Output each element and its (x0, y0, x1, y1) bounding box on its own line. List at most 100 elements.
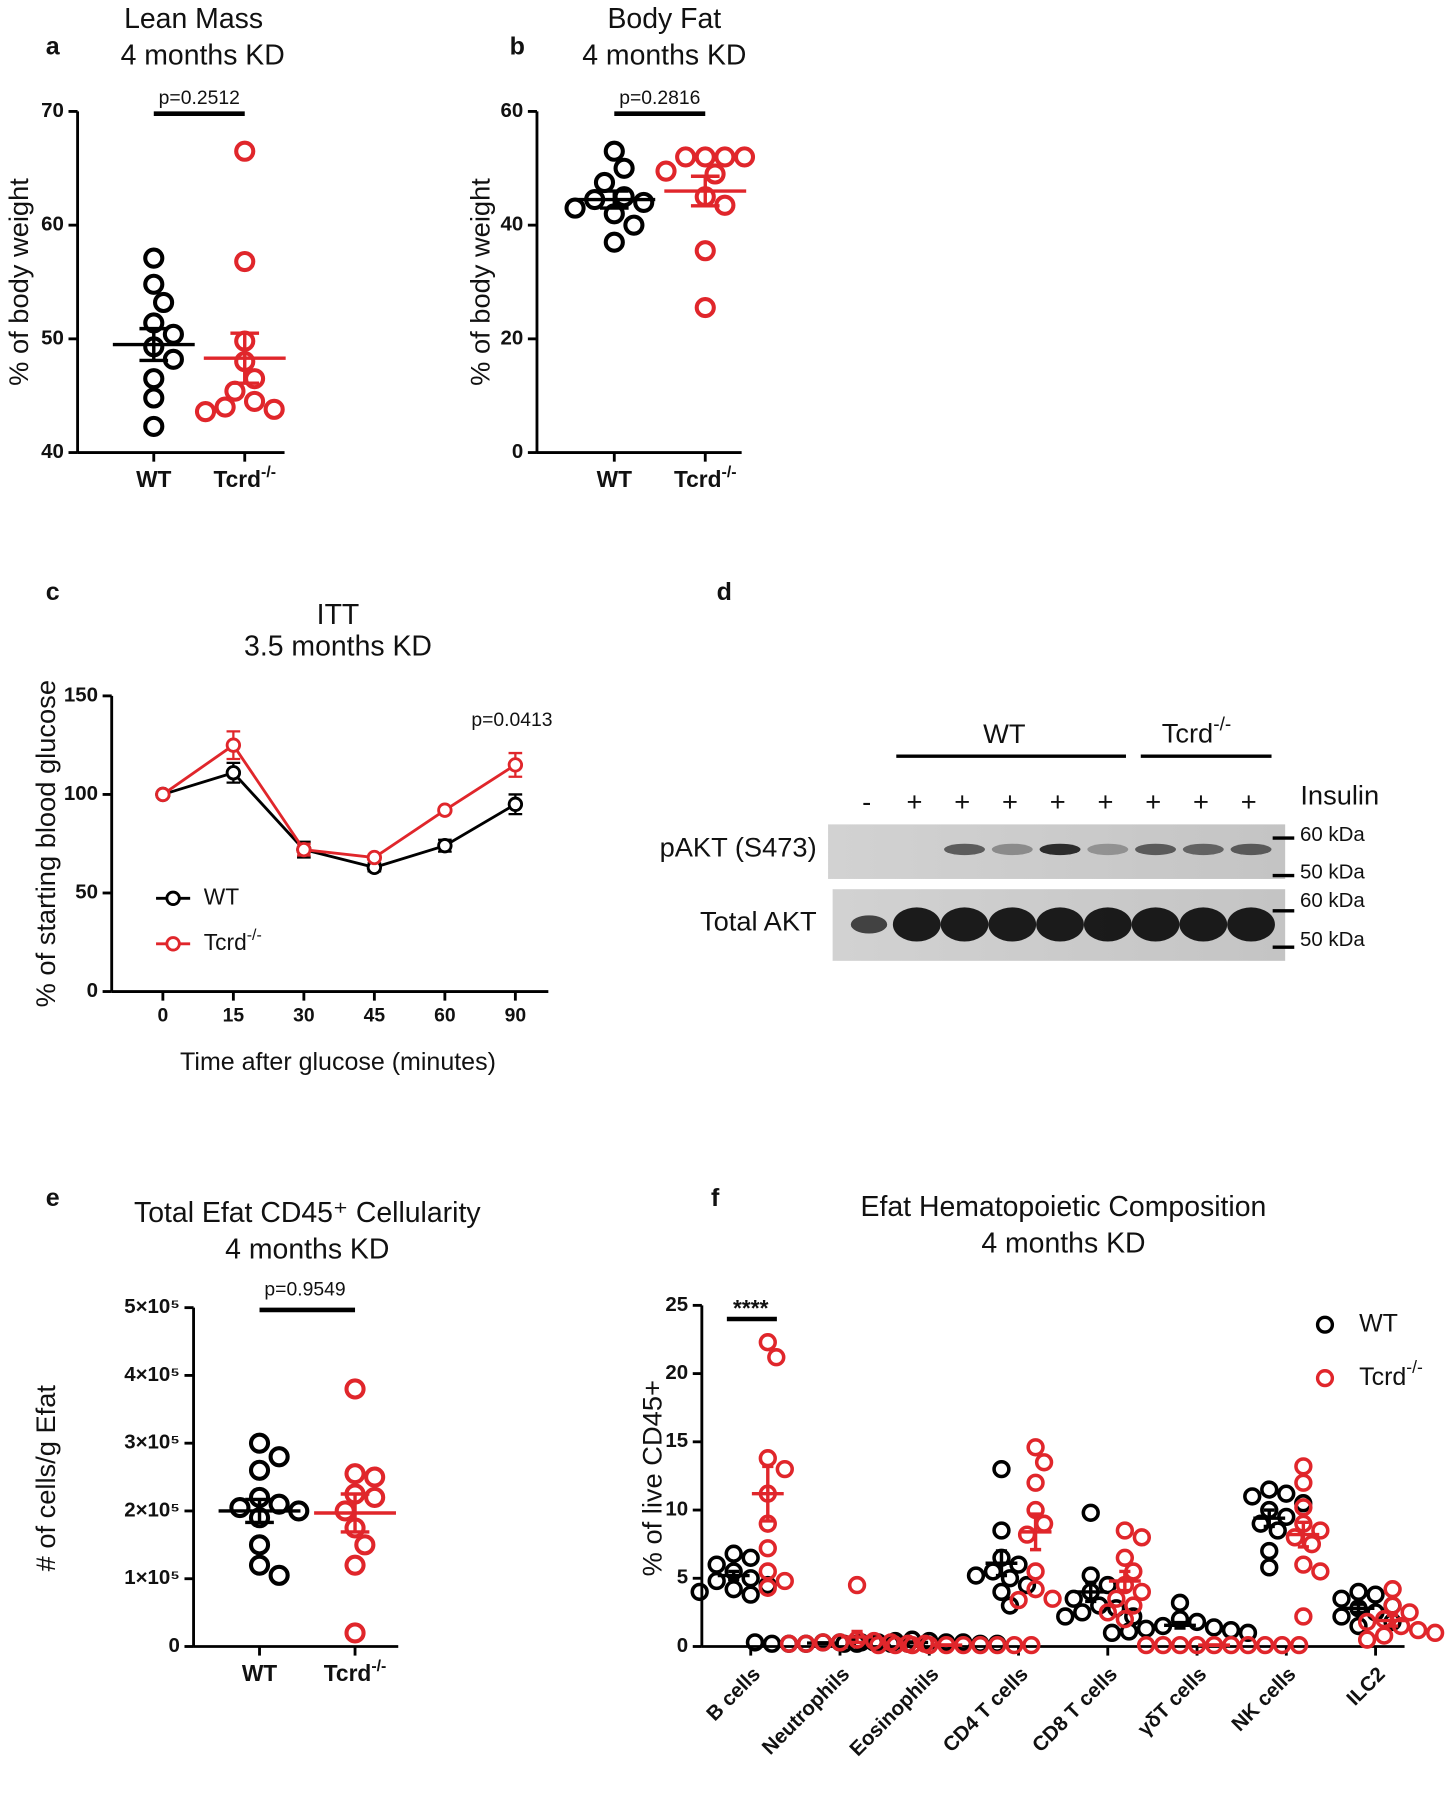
data-point (1081, 1503, 1100, 1522)
data-point (992, 1521, 1011, 1540)
data-point (143, 368, 165, 390)
y-axis-label: % of live CD45+ (636, 1380, 667, 1576)
data-point (1238, 1635, 1258, 1655)
data-point (1017, 1575, 1037, 1595)
band (940, 907, 989, 942)
data-point (1026, 1562, 1045, 1581)
data-point (1238, 1623, 1258, 1643)
data-point (263, 398, 285, 420)
data-point (741, 1548, 760, 1567)
data-point (234, 140, 256, 162)
data-point (1073, 1603, 1092, 1622)
chart-subtitle: 3.5 months KD (244, 631, 432, 663)
data-point (1098, 1575, 1117, 1595)
data-point (364, 1466, 386, 1488)
panel-letter: c (46, 578, 60, 606)
sem-bar (762, 1464, 774, 1523)
y-tick-label: 60 (501, 99, 524, 122)
legend-marker (1315, 1369, 1335, 1388)
series-line (162, 743, 517, 859)
data-point (724, 1544, 743, 1563)
data-point (248, 1554, 271, 1576)
data-point (143, 273, 165, 295)
chart-title: Efat Hematopoietic Composition (861, 1191, 1267, 1223)
row-label: Total AKT (700, 906, 817, 937)
lane-sign: + (1241, 786, 1257, 817)
panel-letter: b (510, 32, 525, 60)
sem-bar (599, 189, 629, 210)
data-point (225, 765, 242, 781)
data-point (830, 1633, 850, 1652)
data-point (1170, 1635, 1190, 1655)
data-point (234, 250, 256, 273)
sem-bar (230, 331, 260, 385)
data-point (1043, 1589, 1062, 1608)
data-point (248, 1459, 271, 1481)
y-tick-label: 40 (501, 213, 524, 236)
marker-label: 50 kDa (1300, 861, 1365, 884)
data-point (864, 1631, 884, 1651)
band (1182, 843, 1224, 856)
sem-bar (139, 326, 169, 363)
data-point (1260, 1480, 1279, 1499)
data-point (1294, 1473, 1313, 1492)
panel-letter: d (717, 578, 732, 606)
x-tick-label: 60 (434, 1006, 456, 1027)
data-point (633, 191, 655, 213)
y-tick-label: 4×10⁵ (124, 1363, 180, 1386)
chart-subtitle: 4 months KD (981, 1228, 1145, 1260)
data-point (1102, 1623, 1122, 1643)
sem-bar (995, 1549, 1008, 1578)
chart-subtitle: 4 months KD (121, 39, 285, 71)
sem-bar (1030, 1512, 1042, 1552)
y-tick-label: 5×10⁵ (124, 1295, 180, 1318)
x-axis-label: Time after glucose (minutes) (180, 1048, 496, 1076)
group-label: Tcrd-/- (1162, 714, 1232, 749)
data-point (248, 1432, 271, 1454)
band (1227, 907, 1275, 942)
data-point (767, 1348, 786, 1367)
annotation: p=0.2512 (159, 88, 240, 109)
lane-sign: - (862, 786, 871, 817)
lane-sign: + (1145, 786, 1161, 817)
data-point (1026, 1473, 1045, 1492)
row-label: pAKT (S473) (660, 832, 817, 863)
chart-subtitle: 4 months KD (225, 1233, 389, 1265)
data-point (1260, 1558, 1279, 1577)
data-point (1289, 1635, 1309, 1655)
data-point (796, 1634, 816, 1653)
y-tick-label: 0 (512, 440, 523, 463)
data-point (1400, 1603, 1419, 1622)
legend-marker (165, 936, 181, 952)
data-point (1383, 1596, 1402, 1615)
data-point (1302, 1534, 1322, 1554)
chart-title: Body Fat (607, 3, 721, 35)
data-point (243, 390, 266, 412)
data-point (1132, 1528, 1152, 1547)
data-point (758, 1449, 777, 1468)
x-tick-label: B cells (702, 1663, 765, 1726)
data-point (1311, 1562, 1330, 1581)
data-point (1294, 1555, 1313, 1574)
sem-bar (245, 1497, 274, 1525)
y-tick-label: 20 (665, 1361, 688, 1384)
data-point (248, 1534, 271, 1556)
data-point (1107, 1589, 1126, 1608)
legend-marker (165, 890, 181, 906)
chart-title: Total Efat CD45⁺ Cellularity (134, 1197, 481, 1229)
band (1083, 907, 1132, 942)
data-point (733, 146, 756, 168)
data-point (268, 1564, 290, 1586)
data-point (603, 231, 625, 253)
x-tick-label: WT (597, 466, 632, 492)
band (1230, 843, 1272, 856)
data-point (1115, 1548, 1135, 1567)
data-point (366, 849, 383, 866)
data-point (1294, 1457, 1313, 1476)
lane-sign: + (954, 786, 970, 817)
data-point (758, 1578, 777, 1597)
data-point (971, 1635, 990, 1655)
chart-subtitle: 4 months KD (582, 39, 746, 71)
y-axis-label: % of body weight (3, 178, 34, 386)
data-point (296, 841, 312, 858)
